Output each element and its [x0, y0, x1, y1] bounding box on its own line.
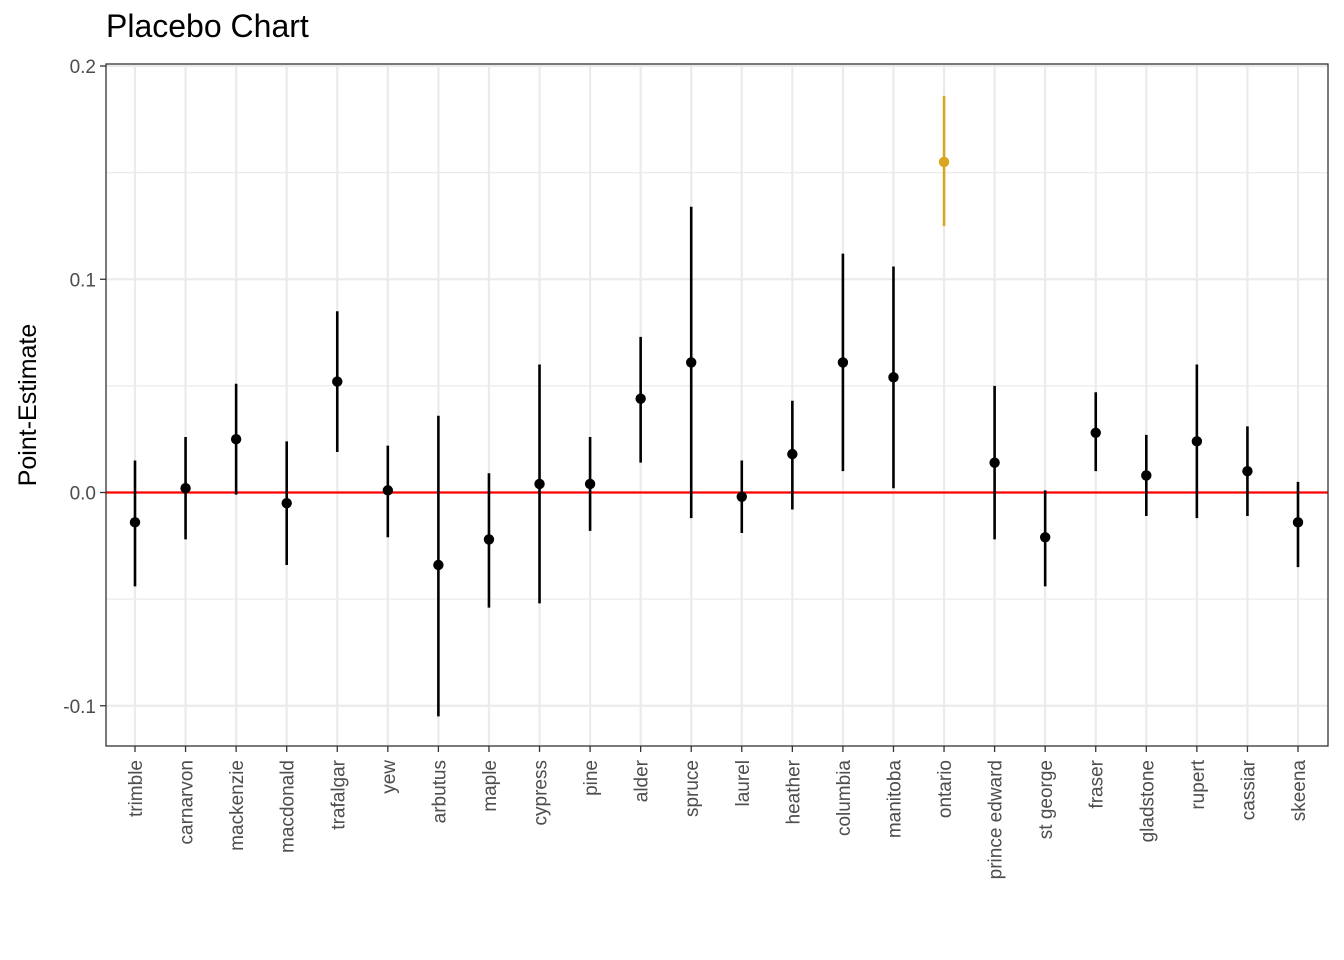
point-estimate [635, 393, 646, 404]
y-axis-title: Point-Estimate [14, 324, 42, 487]
x-tick-label: maple [480, 760, 501, 812]
x-tick-label: trimble [126, 760, 147, 817]
x-tick-label: pine [581, 760, 602, 796]
x-tick-label: macdonald [278, 760, 299, 853]
point-estimate [1039, 532, 1051, 543]
y-axis: -0.1 0.0 0.1 0.2 [63, 57, 106, 718]
point-estimate [1141, 470, 1152, 481]
x-tick-label: manitoba [884, 760, 905, 839]
point-estimate [1242, 465, 1253, 477]
y-tick-label: 0.0 [70, 484, 96, 505]
grid-layer [106, 64, 1328, 746]
point-estimate [180, 483, 191, 494]
marks-layer [129, 95, 1304, 717]
x-tick-label: yew [379, 760, 400, 794]
x-axis: trimble carnarvon mackenzie macdonald trafal… [126, 746, 1310, 879]
point-estimate [483, 534, 495, 545]
point-estimate [230, 433, 242, 445]
point-estimate [584, 478, 596, 490]
point-estimate [433, 559, 444, 571]
y-tick-label: 0.2 [70, 57, 96, 78]
x-tick-label: cassiar [1238, 759, 1259, 820]
x-tick-label: skeena [1289, 760, 1310, 822]
x-tick-label: cypress [531, 760, 552, 825]
y-tick-label: -0.1 [63, 697, 96, 718]
x-tick-label: laurel [733, 760, 754, 806]
point-estimate [1191, 436, 1203, 447]
x-tick-label: heather [783, 759, 804, 824]
x-tick-label: mackenzie [227, 760, 248, 851]
point-estimate [129, 517, 141, 528]
x-tick-label: columbia [834, 760, 855, 836]
x-tick-label: carnarvon [177, 760, 198, 845]
point-estimate [281, 497, 292, 509]
x-tick-label: gladstone [1137, 760, 1158, 842]
x-tick-label: arbutus [429, 760, 450, 823]
point-estimate [989, 457, 1000, 468]
point-estimate [382, 485, 394, 496]
x-tick-label: st george [1036, 760, 1057, 839]
x-tick-label: ontario [935, 760, 956, 818]
point-estimate [332, 376, 343, 387]
x-tick-label: alder [632, 759, 653, 802]
chart-title: Placebo Chart [106, 8, 309, 44]
point-estimate [686, 357, 697, 368]
x-tick-label: trafalgar [328, 759, 349, 829]
point-estimate [888, 372, 899, 383]
point-estimate [787, 448, 798, 460]
point-estimate [938, 156, 950, 168]
point-estimate [1090, 427, 1101, 438]
point-estimate [1292, 517, 1304, 528]
point-estimate [534, 478, 545, 490]
point-estimate [837, 357, 849, 368]
point-estimate [736, 491, 747, 502]
x-tick-label: rupert [1188, 759, 1209, 809]
x-tick-label: fraser [1087, 759, 1108, 808]
y-tick-label: 0.1 [70, 270, 96, 291]
panel-border [105, 63, 1329, 747]
x-tick-label: spruce [682, 760, 703, 817]
x-tick-label: prince edward [986, 760, 1007, 879]
